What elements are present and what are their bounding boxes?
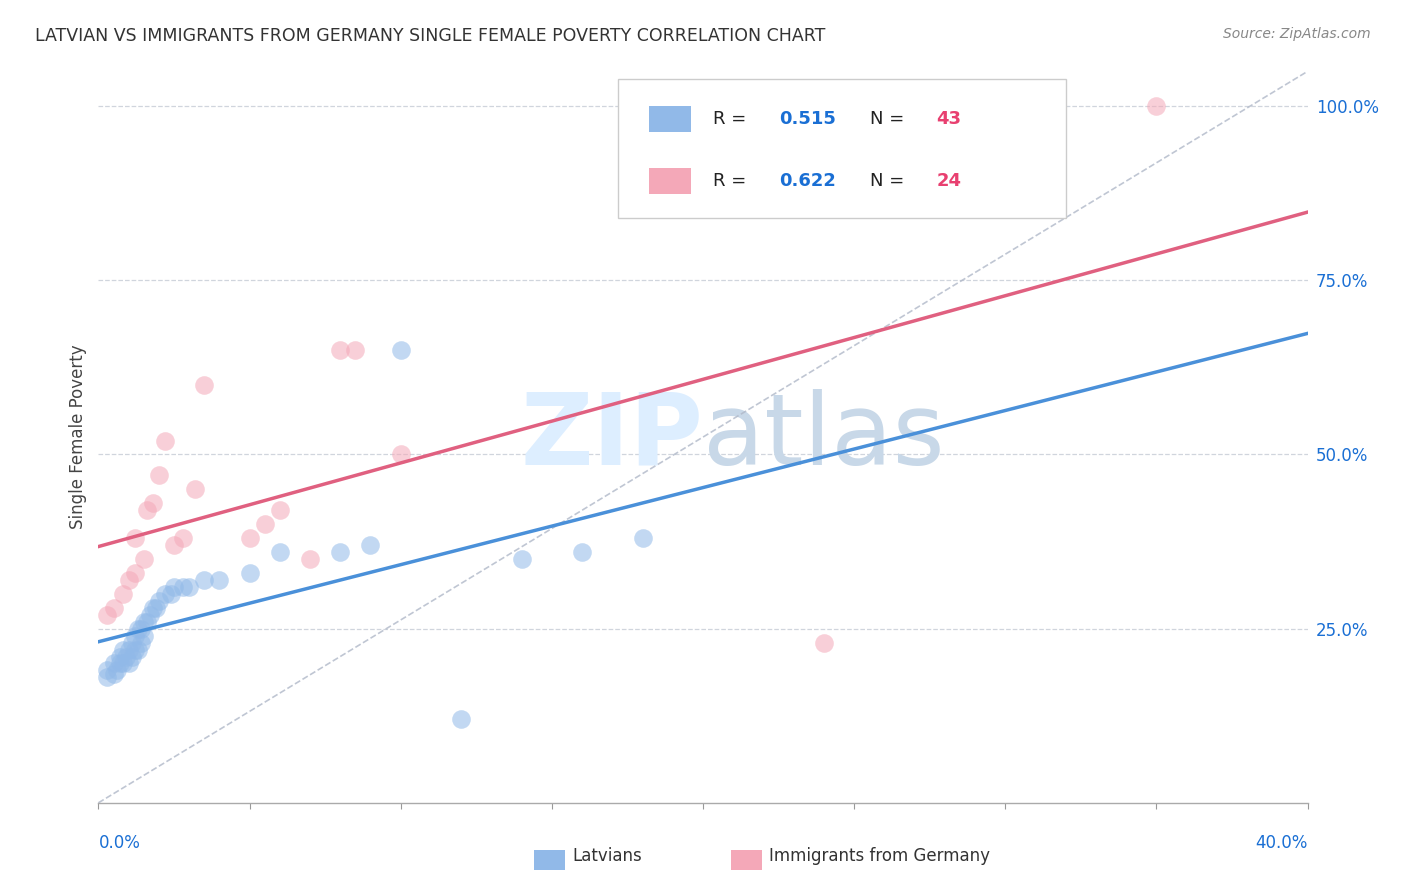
Point	[121, 635, 143, 649]
Point	[269, 545, 291, 559]
Point	[253, 517, 276, 532]
Point	[510, 552, 533, 566]
Point	[184, 483, 207, 497]
Text: ZIP: ZIP	[520, 389, 703, 485]
Point	[127, 642, 149, 657]
Y-axis label: Single Female Poverty: Single Female Poverty	[69, 345, 87, 529]
Text: 43: 43	[936, 110, 962, 128]
Text: N =: N =	[870, 110, 910, 128]
Point	[132, 629, 155, 643]
Point	[360, 538, 382, 552]
Point	[329, 545, 352, 559]
Point	[148, 468, 170, 483]
Point	[1146, 99, 1168, 113]
Point	[96, 607, 118, 622]
Point	[631, 531, 654, 545]
Point	[142, 496, 165, 510]
Text: 0.622: 0.622	[779, 172, 837, 190]
Point	[111, 657, 134, 671]
Point	[813, 635, 835, 649]
Point	[172, 580, 194, 594]
Point	[129, 622, 152, 636]
Point	[163, 580, 186, 594]
Text: 0.0%: 0.0%	[98, 834, 141, 852]
Point	[132, 615, 155, 629]
Point	[142, 600, 165, 615]
Point	[571, 545, 593, 559]
Point	[108, 649, 131, 664]
Point	[111, 587, 134, 601]
Point	[208, 573, 231, 587]
Text: LATVIAN VS IMMIGRANTS FROM GERMANY SINGLE FEMALE POVERTY CORRELATION CHART: LATVIAN VS IMMIGRANTS FROM GERMANY SINGL…	[35, 27, 825, 45]
Point	[153, 434, 176, 448]
Point	[103, 600, 125, 615]
Text: 0.515: 0.515	[779, 110, 837, 128]
Bar	[648, 106, 690, 132]
Point	[179, 580, 201, 594]
Point	[96, 664, 118, 678]
Point	[127, 622, 149, 636]
Point	[239, 531, 262, 545]
Point	[132, 552, 155, 566]
Point	[129, 635, 152, 649]
Point	[124, 531, 146, 545]
Bar	[648, 169, 690, 194]
Point	[124, 629, 146, 643]
Point	[269, 503, 291, 517]
Text: Immigrants from Germany: Immigrants from Germany	[769, 847, 990, 865]
Point	[118, 573, 141, 587]
Point	[450, 712, 472, 726]
Text: R =: R =	[713, 110, 752, 128]
Point	[103, 657, 125, 671]
Text: 24: 24	[936, 172, 962, 190]
Point	[163, 538, 186, 552]
Point	[108, 657, 131, 671]
Point	[299, 552, 322, 566]
Point	[193, 573, 215, 587]
Point	[389, 343, 412, 357]
Point	[124, 566, 146, 580]
Point	[239, 566, 262, 580]
Point	[118, 642, 141, 657]
Point	[160, 587, 183, 601]
Point	[145, 600, 167, 615]
Point	[148, 594, 170, 608]
Point	[114, 649, 136, 664]
Point	[153, 587, 176, 601]
Text: N =: N =	[870, 172, 910, 190]
Point	[118, 657, 141, 671]
Text: 40.0%: 40.0%	[1256, 834, 1308, 852]
Point	[135, 503, 157, 517]
Text: Latvians: Latvians	[572, 847, 643, 865]
FancyBboxPatch shape	[619, 78, 1066, 218]
Point	[172, 531, 194, 545]
Point	[105, 664, 128, 678]
Text: R =: R =	[713, 172, 752, 190]
Point	[121, 649, 143, 664]
Point	[124, 642, 146, 657]
Point	[96, 670, 118, 684]
Point	[193, 377, 215, 392]
Point	[139, 607, 162, 622]
Point	[111, 642, 134, 657]
Point	[389, 448, 412, 462]
Point	[344, 343, 367, 357]
Text: Source: ZipAtlas.com: Source: ZipAtlas.com	[1223, 27, 1371, 41]
Point	[103, 667, 125, 681]
Point	[329, 343, 352, 357]
Point	[135, 615, 157, 629]
Text: atlas: atlas	[703, 389, 945, 485]
